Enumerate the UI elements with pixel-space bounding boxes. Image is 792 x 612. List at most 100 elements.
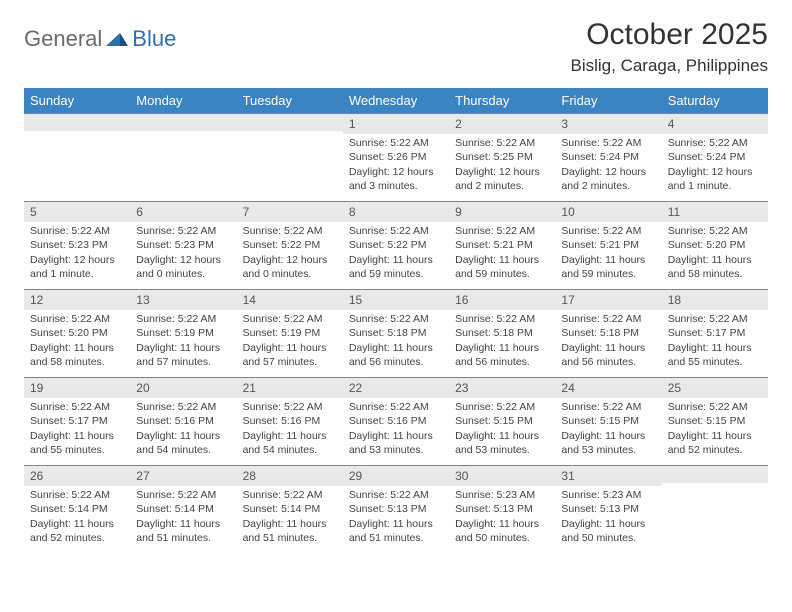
day-number: 20 <box>130 377 236 398</box>
weekday-header: Thursday <box>449 88 555 113</box>
calendar-day-cell: 9Sunrise: 5:22 AMSunset: 5:21 PMDaylight… <box>449 201 555 289</box>
calendar-day-cell <box>237 113 343 201</box>
day-number: 29 <box>343 465 449 486</box>
sunset-text: Sunset: 5:16 PM <box>349 414 443 428</box>
daylight-text: Daylight: 11 hours and 57 minutes. <box>243 341 337 369</box>
day-number: 27 <box>130 465 236 486</box>
sunrise-text: Sunrise: 5:23 AM <box>561 488 655 502</box>
day-body: Sunrise: 5:22 AMSunset: 5:19 PMDaylight:… <box>130 310 236 373</box>
day-body: Sunrise: 5:22 AMSunset: 5:21 PMDaylight:… <box>555 222 661 285</box>
calendar-day-cell <box>130 113 236 201</box>
calendar-day-cell: 1Sunrise: 5:22 AMSunset: 5:26 PMDaylight… <box>343 113 449 201</box>
calendar-week-row: 1Sunrise: 5:22 AMSunset: 5:26 PMDaylight… <box>24 113 768 201</box>
day-number: 16 <box>449 289 555 310</box>
daylight-text: Daylight: 12 hours and 1 minute. <box>668 165 762 193</box>
day-body: Sunrise: 5:22 AMSunset: 5:20 PMDaylight:… <box>662 222 768 285</box>
daylight-text: Daylight: 11 hours and 53 minutes. <box>455 429 549 457</box>
daylight-text: Daylight: 11 hours and 51 minutes. <box>136 517 230 545</box>
sunrise-text: Sunrise: 5:22 AM <box>561 224 655 238</box>
sunrise-text: Sunrise: 5:22 AM <box>561 400 655 414</box>
calendar-week-row: 19Sunrise: 5:22 AMSunset: 5:17 PMDayligh… <box>24 377 768 465</box>
daylight-text: Daylight: 11 hours and 58 minutes. <box>30 341 124 369</box>
calendar-week-row: 26Sunrise: 5:22 AMSunset: 5:14 PMDayligh… <box>24 465 768 553</box>
weekday-header: Sunday <box>24 88 130 113</box>
daylight-text: Daylight: 12 hours and 1 minute. <box>30 253 124 281</box>
sunrise-text: Sunrise: 5:22 AM <box>455 312 549 326</box>
sunset-text: Sunset: 5:26 PM <box>349 150 443 164</box>
day-number: 15 <box>343 289 449 310</box>
day-number: 28 <box>237 465 343 486</box>
sunrise-text: Sunrise: 5:22 AM <box>30 312 124 326</box>
calendar-day-cell: 20Sunrise: 5:22 AMSunset: 5:16 PMDayligh… <box>130 377 236 465</box>
sunrise-text: Sunrise: 5:22 AM <box>349 136 443 150</box>
day-body: Sunrise: 5:22 AMSunset: 5:22 PMDaylight:… <box>343 222 449 285</box>
sunrise-text: Sunrise: 5:22 AM <box>30 488 124 502</box>
sunrise-text: Sunrise: 5:22 AM <box>243 224 337 238</box>
calendar-day-cell: 18Sunrise: 5:22 AMSunset: 5:17 PMDayligh… <box>662 289 768 377</box>
day-body: Sunrise: 5:22 AMSunset: 5:16 PMDaylight:… <box>343 398 449 461</box>
day-body: Sunrise: 5:22 AMSunset: 5:23 PMDaylight:… <box>130 222 236 285</box>
calendar-day-cell <box>662 465 768 553</box>
sunset-text: Sunset: 5:19 PM <box>136 326 230 340</box>
day-number: 8 <box>343 201 449 222</box>
day-body: Sunrise: 5:22 AMSunset: 5:23 PMDaylight:… <box>24 222 130 285</box>
sunrise-text: Sunrise: 5:22 AM <box>455 136 549 150</box>
weekday-header-row: Sunday Monday Tuesday Wednesday Thursday… <box>24 88 768 113</box>
sunset-text: Sunset: 5:18 PM <box>455 326 549 340</box>
logo-text-blue: Blue <box>132 26 176 52</box>
day-body: Sunrise: 5:22 AMSunset: 5:24 PMDaylight:… <box>555 134 661 197</box>
calendar-day-cell: 29Sunrise: 5:22 AMSunset: 5:13 PMDayligh… <box>343 465 449 553</box>
sunset-text: Sunset: 5:19 PM <box>243 326 337 340</box>
day-number: 12 <box>24 289 130 310</box>
sunrise-text: Sunrise: 5:22 AM <box>668 400 762 414</box>
sunset-text: Sunset: 5:18 PM <box>349 326 443 340</box>
calendar-day-cell <box>24 113 130 201</box>
calendar-week-row: 12Sunrise: 5:22 AMSunset: 5:20 PMDayligh… <box>24 289 768 377</box>
sunrise-text: Sunrise: 5:22 AM <box>561 312 655 326</box>
sunset-text: Sunset: 5:13 PM <box>349 502 443 516</box>
calendar-day-cell: 5Sunrise: 5:22 AMSunset: 5:23 PMDaylight… <box>24 201 130 289</box>
day-number: 3 <box>555 113 661 134</box>
sunset-text: Sunset: 5:20 PM <box>30 326 124 340</box>
calendar-day-cell: 14Sunrise: 5:22 AMSunset: 5:19 PMDayligh… <box>237 289 343 377</box>
day-number: 18 <box>662 289 768 310</box>
calendar-day-cell: 21Sunrise: 5:22 AMSunset: 5:16 PMDayligh… <box>237 377 343 465</box>
day-body: Sunrise: 5:22 AMSunset: 5:15 PMDaylight:… <box>555 398 661 461</box>
sunset-text: Sunset: 5:25 PM <box>455 150 549 164</box>
day-body: Sunrise: 5:23 AMSunset: 5:13 PMDaylight:… <box>555 486 661 549</box>
calendar-day-cell: 11Sunrise: 5:22 AMSunset: 5:20 PMDayligh… <box>662 201 768 289</box>
sunset-text: Sunset: 5:15 PM <box>455 414 549 428</box>
day-number: 17 <box>555 289 661 310</box>
sunrise-text: Sunrise: 5:22 AM <box>668 136 762 150</box>
daylight-text: Daylight: 11 hours and 54 minutes. <box>243 429 337 457</box>
sunset-text: Sunset: 5:23 PM <box>136 238 230 252</box>
daylight-text: Daylight: 12 hours and 3 minutes. <box>349 165 443 193</box>
daylight-text: Daylight: 11 hours and 56 minutes. <box>561 341 655 369</box>
sunrise-text: Sunrise: 5:22 AM <box>243 400 337 414</box>
daylight-text: Daylight: 11 hours and 50 minutes. <box>455 517 549 545</box>
day-number <box>237 113 343 131</box>
day-number: 4 <box>662 113 768 134</box>
sunrise-text: Sunrise: 5:22 AM <box>668 312 762 326</box>
daylight-text: Daylight: 11 hours and 59 minutes. <box>455 253 549 281</box>
day-body: Sunrise: 5:22 AMSunset: 5:17 PMDaylight:… <box>662 310 768 373</box>
sunrise-text: Sunrise: 5:22 AM <box>136 400 230 414</box>
sunset-text: Sunset: 5:16 PM <box>243 414 337 428</box>
day-body: Sunrise: 5:22 AMSunset: 5:16 PMDaylight:… <box>130 398 236 461</box>
day-number: 13 <box>130 289 236 310</box>
sunset-text: Sunset: 5:21 PM <box>561 238 655 252</box>
logo: General Blue <box>24 26 176 52</box>
sunrise-text: Sunrise: 5:22 AM <box>349 400 443 414</box>
day-number: 9 <box>449 201 555 222</box>
sunrise-text: Sunrise: 5:23 AM <box>455 488 549 502</box>
calendar-day-cell: 2Sunrise: 5:22 AMSunset: 5:25 PMDaylight… <box>449 113 555 201</box>
day-body: Sunrise: 5:22 AMSunset: 5:24 PMDaylight:… <box>662 134 768 197</box>
daylight-text: Daylight: 11 hours and 55 minutes. <box>668 341 762 369</box>
daylight-text: Daylight: 11 hours and 51 minutes. <box>349 517 443 545</box>
day-body: Sunrise: 5:22 AMSunset: 5:20 PMDaylight:… <box>24 310 130 373</box>
sunset-text: Sunset: 5:24 PM <box>668 150 762 164</box>
calendar-day-cell: 13Sunrise: 5:22 AMSunset: 5:19 PMDayligh… <box>130 289 236 377</box>
calendar-day-cell: 31Sunrise: 5:23 AMSunset: 5:13 PMDayligh… <box>555 465 661 553</box>
daylight-text: Daylight: 12 hours and 0 minutes. <box>136 253 230 281</box>
sunrise-text: Sunrise: 5:22 AM <box>349 224 443 238</box>
